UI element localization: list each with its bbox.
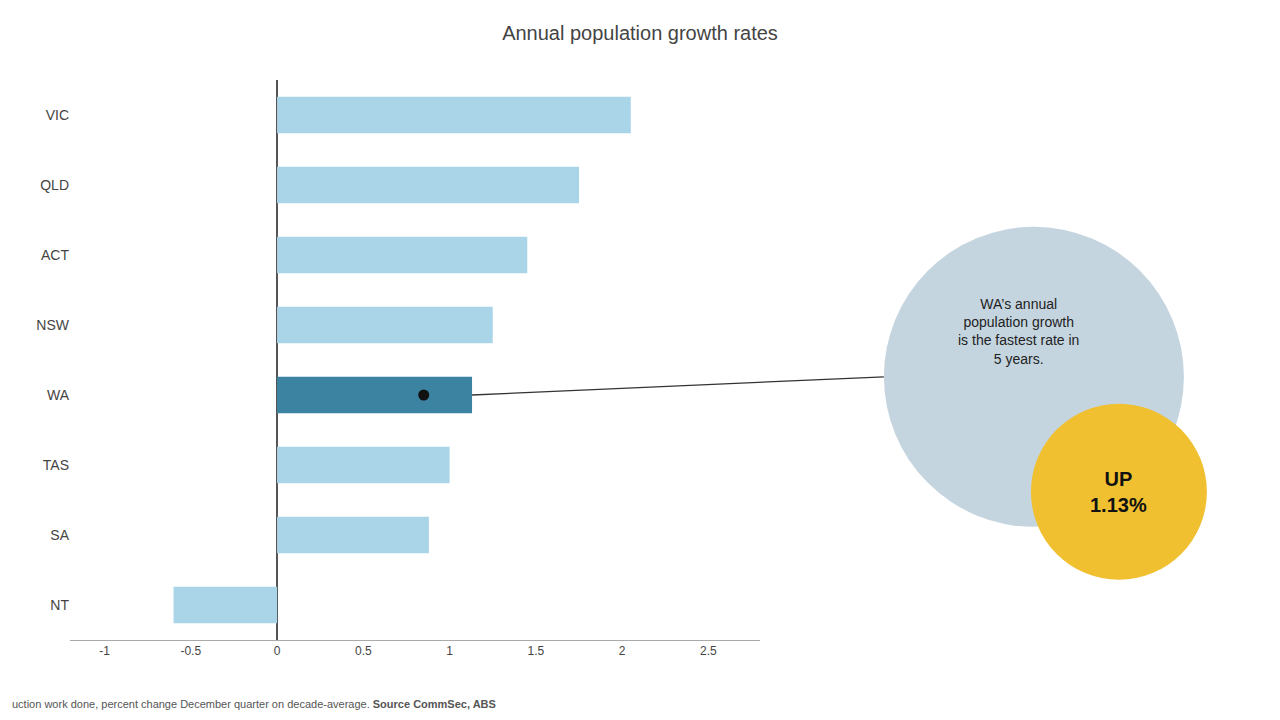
svg-text:-1: -1 xyxy=(99,644,110,658)
svg-text:2: 2 xyxy=(619,644,626,658)
svg-text:1: 1 xyxy=(446,644,453,658)
svg-text:NT: NT xyxy=(50,597,69,613)
svg-text:2.5: 2.5 xyxy=(700,644,717,658)
svg-text:SA: SA xyxy=(50,527,69,543)
svg-text:WA: WA xyxy=(47,387,70,403)
svg-text:ACT: ACT xyxy=(41,247,69,263)
svg-text:UP1.13%: UP1.13% xyxy=(1090,468,1147,516)
svg-text:TAS: TAS xyxy=(43,457,69,473)
svg-text:-0.5: -0.5 xyxy=(180,644,201,658)
svg-text:uction work done, percent chan: uction work done, percent change Decembe… xyxy=(12,698,496,710)
svg-text:WA’s annualpopulation growthis: WA’s annualpopulation growthis the faste… xyxy=(958,296,1079,367)
svg-text:1.5: 1.5 xyxy=(528,644,545,658)
svg-text:0: 0 xyxy=(274,644,281,658)
svg-text:Annual population growth rates: Annual population growth rates xyxy=(502,22,778,44)
svg-text:QLD: QLD xyxy=(40,177,69,193)
svg-text:0.5: 0.5 xyxy=(355,644,372,658)
svg-text:NSW: NSW xyxy=(36,317,69,333)
svg-text:VIC: VIC xyxy=(46,107,69,123)
